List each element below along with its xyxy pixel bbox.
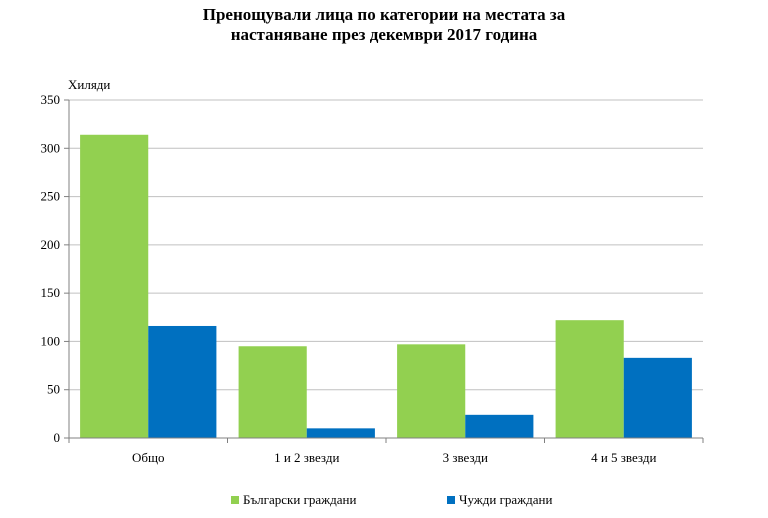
bars [80,134,692,438]
y-axis-unit-label: Хиляди [68,77,110,92]
y-tick-label: 200 [41,237,61,252]
x-tick-label: 3 звезди [443,450,488,465]
bar-bulgarian-0 [80,134,149,438]
y-tick-label: 100 [41,333,61,348]
legend-swatch [231,496,239,504]
x-tick-label: 4 и 5 звезди [591,450,656,465]
bar-foreign-3 [623,357,692,438]
y-axis-ticks: 0 50 100 150 200 250 300 350 [41,92,69,445]
chart-title-line-1: Пренощували лица по категории на местата… [203,5,566,24]
y-tick-label: 50 [47,382,60,397]
legend: Български граждани Чужди граждани [231,492,553,507]
axes [68,100,704,443]
legend-label: Чужди граждани [459,492,553,507]
bar-foreign-2 [465,414,534,438]
y-tick-label: 300 [41,140,61,155]
bar-bulgarian-3 [555,320,624,438]
bar-foreign-1 [306,428,375,438]
x-tick-label: Общо [132,450,165,465]
legend-label: Български граждани [243,492,356,507]
bar-bulgarian-1 [238,346,307,438]
x-axis-labels: Общо 1 и 2 звезди 3 звезди 4 и 5 звезди [132,450,656,465]
chart-title-line-2: настаняване през декември 2017 година [231,25,538,44]
bar-foreign-0 [148,325,217,438]
chart-title: Пренощували лица по категории на местата… [203,5,566,44]
legend-swatch [447,496,455,504]
x-tick-label: 1 и 2 звезди [274,450,339,465]
y-tick-label: 350 [41,92,61,107]
y-tick-label: 150 [41,285,61,300]
y-tick-label: 0 [54,430,61,445]
y-tick-label: 250 [41,189,61,204]
bar-bulgarian-2 [397,344,466,438]
